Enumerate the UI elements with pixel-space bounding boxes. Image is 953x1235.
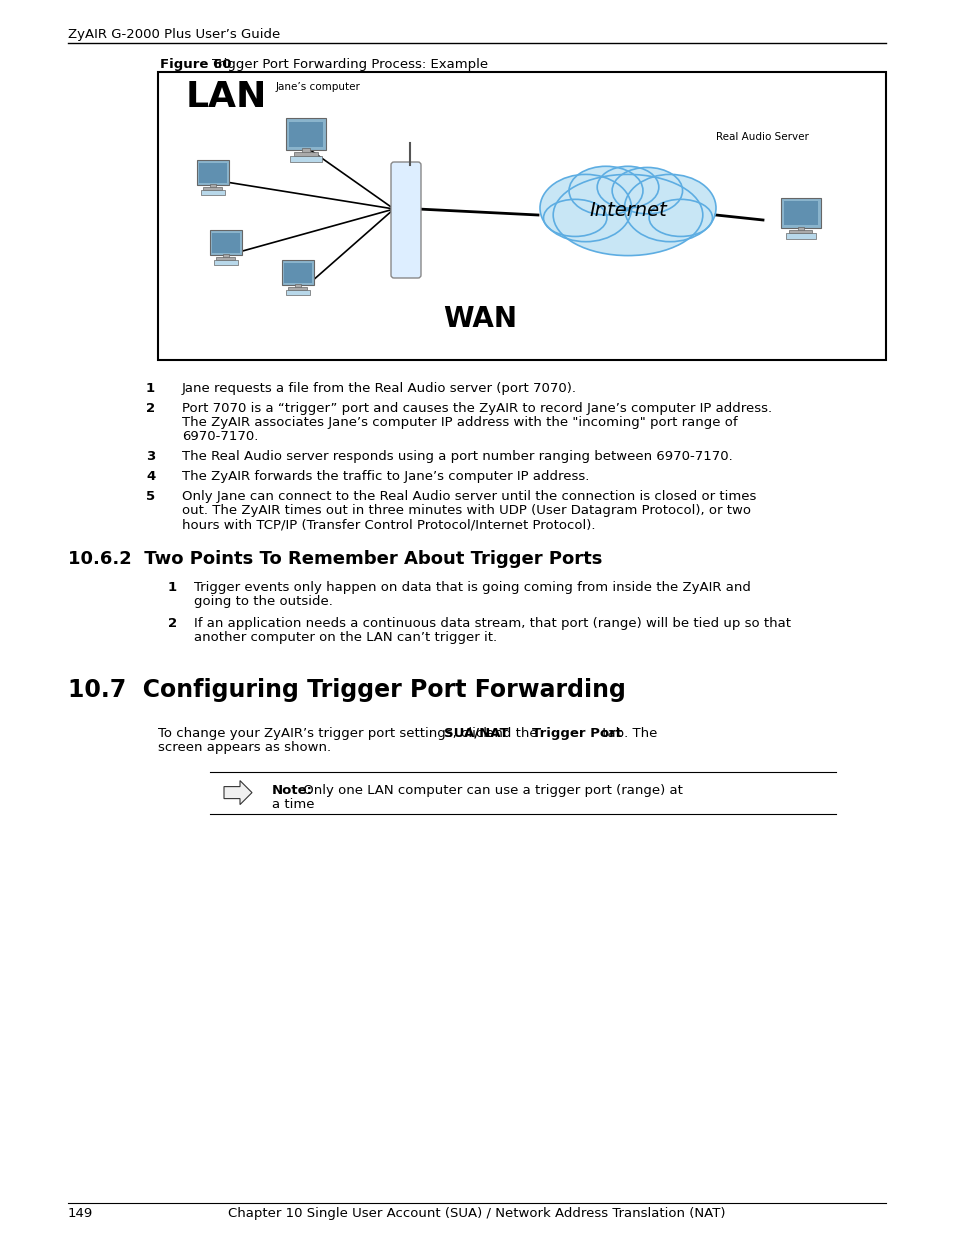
- Text: ZyAIR G-2000 Plus User’s Guide: ZyAIR G-2000 Plus User’s Guide: [68, 28, 280, 41]
- Text: out. The ZyAIR times out in three minutes with UDP (User Datagram Protocol), or : out. The ZyAIR times out in three minute…: [182, 504, 750, 517]
- Ellipse shape: [648, 199, 712, 236]
- Text: Trigger Port Forwarding Process: Example: Trigger Port Forwarding Process: Example: [212, 58, 488, 70]
- Text: Only one LAN computer can use a trigger port (range) at: Only one LAN computer can use a trigger …: [299, 784, 682, 798]
- Text: hours with TCP/IP (Transfer Control Protocol/Internet Protocol).: hours with TCP/IP (Transfer Control Prot…: [182, 517, 595, 531]
- Text: 6970-7170.: 6970-7170.: [182, 430, 258, 443]
- Text: Only Jane can connect to the Real Audio server until the connection is closed or: Only Jane can connect to the Real Audio …: [182, 490, 756, 503]
- Bar: [785, 233, 815, 240]
- FancyBboxPatch shape: [285, 119, 326, 149]
- Bar: [158, 72, 885, 359]
- Text: 1: 1: [168, 580, 177, 594]
- Bar: [285, 290, 310, 295]
- Text: 5: 5: [146, 490, 155, 503]
- Bar: [302, 148, 310, 153]
- Text: WAN: WAN: [442, 305, 517, 333]
- FancyBboxPatch shape: [210, 231, 242, 256]
- Text: a time: a time: [272, 798, 314, 811]
- Ellipse shape: [553, 174, 702, 256]
- FancyBboxPatch shape: [289, 122, 323, 147]
- Text: Real Audio Server: Real Audio Server: [716, 132, 808, 142]
- Bar: [210, 184, 215, 188]
- Text: 149: 149: [68, 1207, 93, 1220]
- Text: 4: 4: [146, 471, 155, 483]
- Bar: [294, 284, 300, 288]
- Text: Jane’s computer: Jane’s computer: [275, 82, 360, 91]
- Text: 10.7  Configuring Trigger Port Forwarding: 10.7 Configuring Trigger Port Forwarding: [68, 678, 625, 701]
- Text: LAN: LAN: [186, 80, 267, 114]
- FancyBboxPatch shape: [284, 263, 312, 283]
- Text: The ZyAIR associates Jane’s computer IP address with the "incoming" port range o: The ZyAIR associates Jane’s computer IP …: [182, 416, 737, 429]
- FancyBboxPatch shape: [196, 161, 229, 185]
- Text: and the: and the: [482, 727, 542, 740]
- Text: Figure 60: Figure 60: [160, 58, 232, 70]
- Bar: [213, 259, 238, 264]
- Bar: [290, 156, 321, 162]
- Text: Note:: Note:: [272, 784, 313, 798]
- FancyBboxPatch shape: [212, 233, 239, 253]
- Ellipse shape: [568, 167, 642, 215]
- FancyBboxPatch shape: [281, 261, 314, 285]
- Text: The ZyAIR forwards the traffic to Jane’s computer IP address.: The ZyAIR forwards the traffic to Jane’s…: [182, 471, 589, 483]
- Ellipse shape: [597, 167, 659, 207]
- Ellipse shape: [539, 174, 631, 242]
- Bar: [216, 257, 235, 259]
- Bar: [223, 254, 229, 258]
- Bar: [288, 287, 307, 290]
- Text: If an application needs a continuous data stream, that port (range) will be tied: If an application needs a continuous dat…: [193, 616, 790, 630]
- Text: 2: 2: [146, 403, 155, 415]
- Text: Jane requests a file from the Real Audio server (port 7070).: Jane requests a file from the Real Audio…: [182, 382, 577, 395]
- Polygon shape: [224, 781, 252, 804]
- Ellipse shape: [624, 174, 716, 242]
- Ellipse shape: [612, 168, 681, 214]
- Text: going to the outside.: going to the outside.: [193, 595, 333, 608]
- Text: 3: 3: [146, 450, 155, 463]
- FancyBboxPatch shape: [783, 201, 817, 226]
- Text: 1: 1: [146, 382, 155, 395]
- Bar: [200, 190, 225, 195]
- Text: Internet: Internet: [589, 200, 666, 220]
- FancyBboxPatch shape: [391, 162, 420, 278]
- Text: another computer on the LAN can’t trigger it.: another computer on the LAN can’t trigge…: [193, 631, 497, 643]
- Text: screen appears as shown.: screen appears as shown.: [158, 741, 331, 753]
- Text: Chapter 10 Single User Account (SUA) / Network Address Translation (NAT): Chapter 10 Single User Account (SUA) / N…: [228, 1207, 725, 1220]
- Bar: [203, 186, 222, 190]
- Bar: [797, 226, 803, 231]
- Text: 10.6.2  Two Points To Remember About Trigger Ports: 10.6.2 Two Points To Remember About Trig…: [68, 550, 601, 568]
- Text: tab. The: tab. The: [598, 727, 657, 740]
- Ellipse shape: [543, 199, 606, 236]
- FancyBboxPatch shape: [199, 163, 227, 183]
- Bar: [294, 152, 317, 156]
- Text: Trigger Port: Trigger Port: [532, 727, 621, 740]
- Text: To change your ZyAIR’s trigger port settings, click: To change your ZyAIR’s trigger port sett…: [158, 727, 495, 740]
- Text: SUA/NAT: SUA/NAT: [443, 727, 508, 740]
- Text: The Real Audio server responds using a port number ranging between 6970-7170.: The Real Audio server responds using a p…: [182, 450, 732, 463]
- Text: 2: 2: [168, 616, 177, 630]
- Text: Trigger events only happen on data that is going coming from inside the ZyAIR an: Trigger events only happen on data that …: [193, 580, 750, 594]
- Text: Port 7070 is a “trigger” port and causes the ZyAIR to record Jane’s computer IP : Port 7070 is a “trigger” port and causes…: [182, 403, 771, 415]
- FancyBboxPatch shape: [781, 198, 820, 227]
- Bar: [789, 230, 812, 233]
